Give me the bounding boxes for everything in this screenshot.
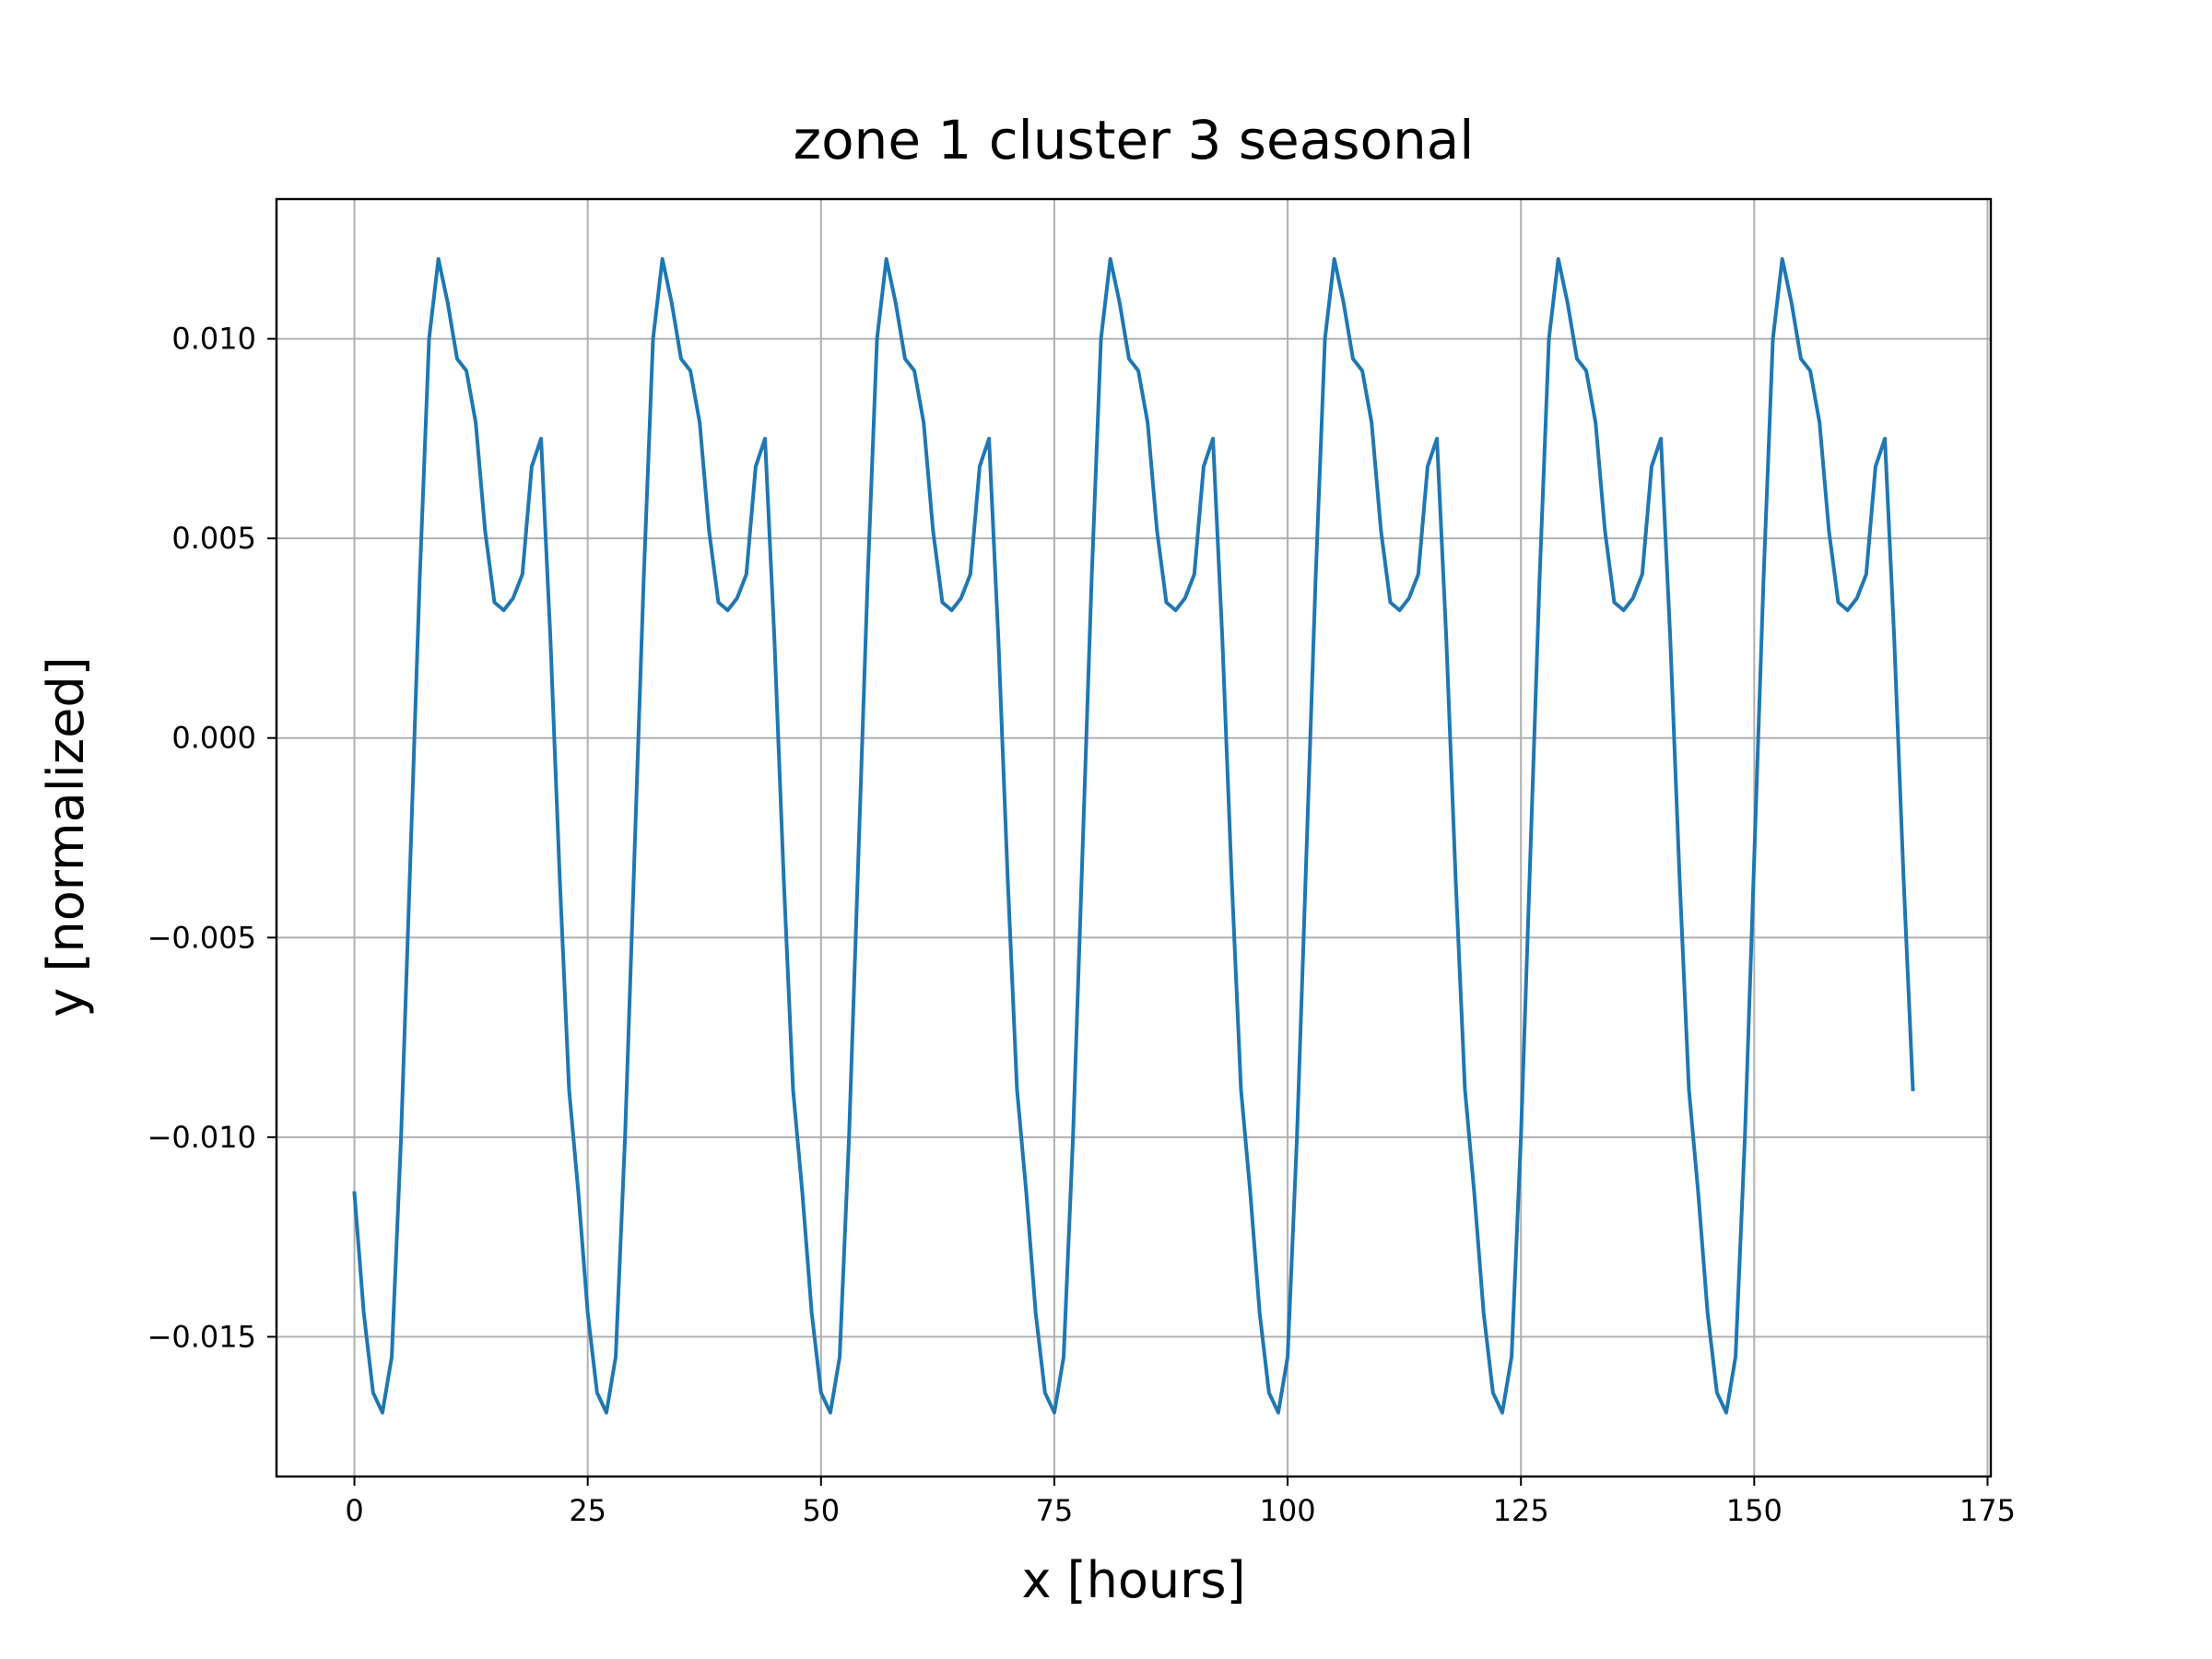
- x-tick-label-125: 125: [1493, 1493, 1549, 1528]
- x-tick-label-0: 0: [345, 1493, 363, 1528]
- y-tick-label-4: −0.010: [147, 1120, 256, 1155]
- x-tick-label-100: 100: [1260, 1493, 1316, 1528]
- x-axis-label: x [hours]: [1021, 1551, 1245, 1609]
- y-tick-label-1: 0.005: [171, 521, 256, 556]
- y-tick-label-0: 0.010: [171, 322, 256, 357]
- y-axis-label: y [normalized]: [37, 656, 95, 1017]
- x-tick-label-175: 175: [1959, 1493, 2016, 1528]
- x-tick-label-150: 150: [1726, 1493, 1783, 1528]
- y-tick-label-3: −0.005: [147, 920, 256, 955]
- chart-title: zone 1 cluster 3 seasonal: [794, 109, 1475, 171]
- x-tick-label-25: 25: [569, 1493, 606, 1528]
- x-tick-label-75: 75: [1036, 1493, 1074, 1528]
- y-tick-label-5: −0.015: [147, 1319, 256, 1354]
- y-axis-ticks: 0.010 0.005 0.000 −0.005 −0.010 −0.015: [147, 322, 276, 1354]
- plot-area-frame: [275, 197, 1993, 1478]
- x-axis-ticks: 0 25 50 75 100 125 150 175: [345, 1477, 2016, 1528]
- x-tick-label-50: 50: [802, 1493, 840, 1528]
- series-line-0: [352, 256, 1915, 1415]
- y-tick-label-2: 0.000: [171, 721, 256, 756]
- series-layer: [352, 256, 1915, 1415]
